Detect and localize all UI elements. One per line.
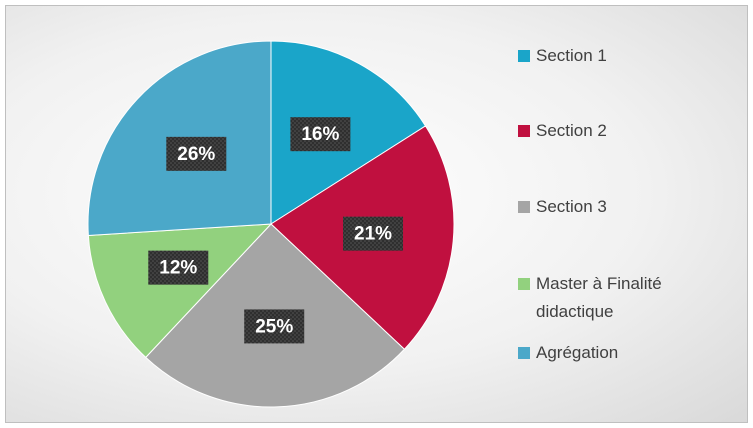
legend-label: Master à Finalité didactique [536,274,662,321]
legend-swatch [518,347,530,359]
data-label: 16% [301,124,339,145]
label-box [343,216,404,251]
legend-item: Master à Finalité didactique [518,270,738,326]
legend-item: Section 1 [518,42,738,70]
label-box [166,136,227,171]
legend-label: Section 1 [536,46,607,65]
label-box [244,309,305,344]
legend-label: Section 2 [536,121,607,140]
pie-slice [87,223,273,359]
legend-label: Section 3 [536,197,607,216]
data-label: 12% [159,258,197,279]
data-label: 26% [177,144,215,165]
legend-item: Agrégation [518,339,738,367]
data-label: 25% [255,316,293,337]
legend-swatch [518,50,530,62]
legend-swatch [518,201,530,213]
legend-swatch [518,278,530,290]
legend-item: Section 3 [518,193,738,221]
label-box [290,117,351,152]
legend-label: Agrégation [536,343,619,362]
legend-item: Section 2 [518,117,738,145]
legend-swatch [518,125,530,137]
data-label: 21% [354,224,392,245]
label-box [148,250,209,285]
